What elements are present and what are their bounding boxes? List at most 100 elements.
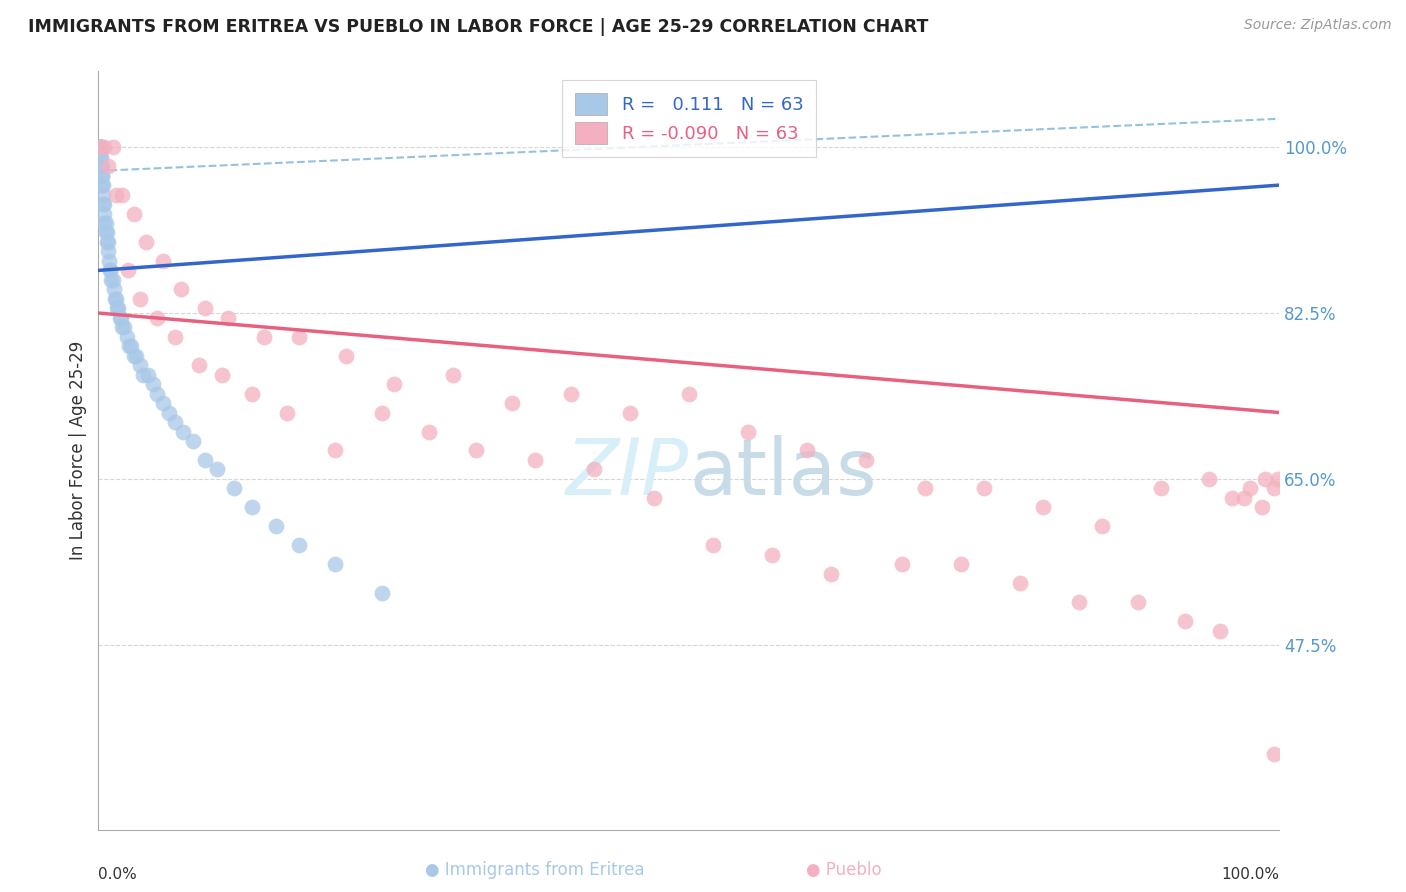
Point	[128, 358, 150, 372]
Point	[146, 386, 169, 401]
Point	[111, 187, 134, 202]
Point	[323, 443, 346, 458]
Point	[1263, 747, 1285, 761]
Point	[949, 557, 972, 572]
Point	[217, 310, 239, 325]
Point	[194, 453, 217, 467]
Point	[94, 216, 117, 230]
Point	[98, 263, 121, 277]
Point	[914, 482, 936, 496]
Point	[335, 349, 357, 363]
Point	[108, 310, 131, 325]
Point	[371, 585, 394, 599]
Text: Source: ZipAtlas.com: Source: ZipAtlas.com	[1244, 18, 1392, 32]
Point	[157, 406, 180, 420]
Point	[583, 462, 606, 476]
Legend: R =   0.111   N = 63, R = -0.090   N = 63: R = 0.111 N = 63, R = -0.090 N = 63	[562, 80, 815, 157]
Point	[1032, 500, 1054, 515]
Point	[973, 482, 995, 496]
Point	[111, 320, 134, 334]
Point	[135, 235, 157, 249]
Point	[187, 358, 209, 372]
Point	[1198, 472, 1220, 486]
Point	[91, 159, 114, 173]
Point	[702, 538, 724, 552]
Point	[560, 386, 582, 401]
Point	[125, 349, 148, 363]
Point	[100, 273, 122, 287]
Point	[128, 292, 150, 306]
Point	[93, 216, 115, 230]
Point	[1067, 595, 1090, 609]
Point	[181, 434, 204, 448]
Point	[1150, 482, 1173, 496]
Point	[240, 386, 263, 401]
Point	[97, 159, 120, 173]
Point	[1267, 472, 1289, 486]
Point	[1209, 624, 1232, 638]
Point	[371, 406, 394, 420]
Point	[240, 500, 263, 515]
Point	[90, 140, 112, 154]
Point	[110, 310, 132, 325]
Point	[165, 415, 187, 429]
Point	[118, 339, 141, 353]
Point	[105, 292, 128, 306]
Point	[1233, 491, 1256, 505]
Text: ● Pueblo: ● Pueblo	[806, 861, 882, 879]
Point	[93, 197, 115, 211]
Point	[211, 368, 233, 382]
Point	[103, 282, 125, 296]
Point	[170, 282, 193, 296]
Point	[122, 206, 145, 220]
Point	[1091, 519, 1114, 533]
Point	[1174, 614, 1197, 628]
Point	[855, 453, 877, 467]
Point	[90, 140, 112, 154]
Point	[91, 169, 114, 183]
Point	[1008, 576, 1031, 591]
Point	[89, 140, 111, 154]
Point	[96, 226, 118, 240]
Point	[90, 150, 112, 164]
Point	[820, 566, 842, 581]
Point	[117, 263, 139, 277]
Text: ZIP: ZIP	[567, 435, 689, 511]
Point	[97, 244, 120, 259]
Point	[1239, 482, 1261, 496]
Point	[89, 140, 111, 154]
Point	[761, 548, 783, 562]
Point	[146, 310, 169, 325]
Point	[142, 377, 165, 392]
Point	[89, 140, 111, 154]
Point	[132, 368, 155, 382]
Text: 100.0%: 100.0%	[1222, 868, 1279, 882]
Point	[94, 226, 117, 240]
Point	[96, 235, 118, 249]
Point	[152, 254, 174, 268]
Y-axis label: In Labor Force | Age 25-29: In Labor Force | Age 25-29	[69, 341, 87, 560]
Point	[1254, 472, 1277, 486]
Point	[224, 482, 246, 496]
Point	[98, 263, 121, 277]
Point	[1220, 491, 1243, 505]
Point	[91, 178, 114, 193]
Point	[382, 377, 405, 392]
Point	[91, 169, 114, 183]
Point	[101, 273, 124, 287]
Point	[89, 140, 111, 154]
Point	[91, 178, 114, 193]
Point	[172, 425, 194, 439]
Point	[1250, 500, 1272, 515]
Point	[152, 396, 174, 410]
Text: atlas: atlas	[689, 435, 876, 511]
Point	[91, 187, 114, 202]
Point	[89, 140, 111, 154]
Point	[737, 425, 759, 439]
Point	[105, 301, 128, 316]
Text: ● Immigrants from Eritrea: ● Immigrants from Eritrea	[425, 861, 644, 879]
Point	[112, 320, 135, 334]
Point	[93, 140, 115, 154]
Point	[465, 443, 488, 458]
Point	[501, 396, 523, 410]
